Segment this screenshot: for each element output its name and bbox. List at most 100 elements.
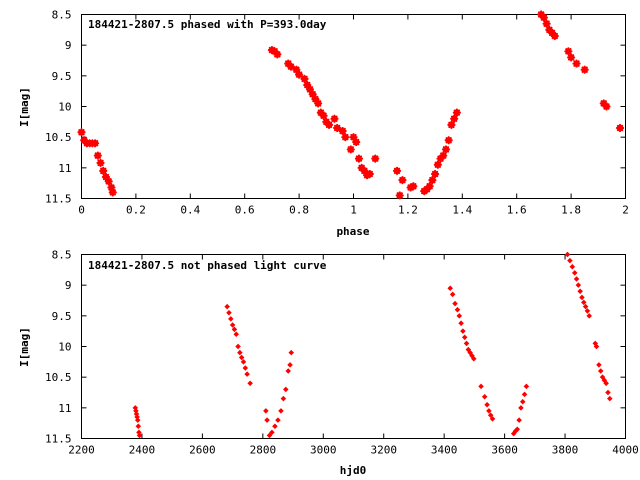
data-point	[264, 417, 270, 423]
y-tick-label: 9	[65, 279, 72, 292]
data-point	[516, 417, 522, 423]
data-point	[240, 359, 247, 365]
data-point	[452, 108, 461, 117]
data-point	[93, 151, 102, 160]
data-point	[136, 432, 143, 439]
x-tick-label: 4000	[612, 444, 639, 457]
data-point	[285, 368, 291, 374]
data-point	[99, 166, 108, 175]
y-tick-label: 11.5	[45, 433, 72, 446]
data-point	[311, 95, 320, 104]
data-point	[542, 19, 551, 28]
data-point	[605, 389, 611, 396]
data-point	[341, 133, 350, 142]
data-point	[521, 391, 528, 398]
plot-title: 184421-2807.5 phased with P=393.0day	[88, 18, 327, 31]
data-point	[266, 432, 273, 439]
x-tick-label: 3000	[310, 444, 337, 457]
data-point	[519, 398, 526, 405]
data-point	[352, 137, 361, 147]
data-point	[244, 371, 250, 377]
data-point	[599, 99, 608, 108]
data-point	[539, 13, 548, 22]
data-point	[586, 313, 592, 319]
axis-ticks: 0 0.2 0.4 0.6 0.8 1 1.2 1.4 1.6 1.8 2 8.5 9 9.5 10 10.5…	[45, 9, 629, 217]
data-point	[523, 383, 530, 390]
data-point	[134, 417, 141, 423]
x-tick-label: 0.4	[180, 204, 200, 217]
data-point	[450, 114, 459, 123]
data-point	[224, 303, 230, 310]
y-tick-label: 10	[58, 341, 71, 354]
data-point	[263, 408, 269, 414]
data-point	[571, 270, 578, 276]
data-point	[349, 133, 358, 142]
data-point	[545, 25, 554, 34]
data-point	[107, 183, 116, 192]
data-point	[284, 59, 293, 68]
x-tick-label: 2800	[250, 444, 277, 457]
y-tick-label: 8.5	[52, 249, 72, 262]
data-point	[550, 31, 559, 41]
data-point	[564, 47, 573, 56]
x-tick-label: 2200	[68, 444, 95, 457]
data-point	[486, 408, 492, 414]
data-point	[481, 394, 488, 400]
data-point	[228, 316, 234, 322]
y-tick-label: 11	[58, 402, 71, 415]
y-tick-label: 11.5	[45, 193, 72, 206]
data-point	[270, 47, 279, 56]
data-point	[409, 182, 418, 191]
data-point	[287, 362, 293, 368]
data-point	[346, 145, 355, 154]
data-point	[487, 412, 494, 418]
data-point	[452, 300, 458, 307]
x-tick-label: 1	[350, 204, 357, 217]
data-point	[607, 395, 613, 402]
data-point	[272, 423, 278, 429]
axis-ticks: 2200 2400 2600 2800 3000 3200 3400 3600 3800 4000…	[45, 249, 639, 457]
x-tick-label: 0	[78, 204, 85, 217]
data-point	[357, 163, 366, 172]
data-point	[283, 386, 289, 393]
data-point	[104, 177, 113, 186]
data-point	[237, 349, 243, 356]
data-point	[518, 405, 524, 411]
data-point	[108, 188, 117, 197]
x-tick-label: 3200	[370, 444, 397, 457]
data-point	[314, 99, 323, 108]
x-tick-label: 3800	[552, 444, 579, 457]
data-point	[580, 65, 589, 74]
data-point	[615, 123, 625, 133]
data-point	[572, 59, 581, 68]
data-point	[392, 166, 402, 175]
data-point	[547, 28, 557, 37]
data-point	[280, 395, 287, 402]
data-point	[247, 380, 253, 387]
data-point	[441, 145, 451, 154]
data-point	[444, 136, 453, 145]
plot-title: 184421-2807.5 not phased light curve	[88, 259, 327, 272]
data-point	[425, 182, 434, 191]
data-point	[581, 299, 587, 306]
data-point	[300, 74, 309, 83]
data-point	[275, 417, 281, 423]
data-point	[484, 402, 490, 408]
data-point	[456, 313, 463, 319]
data-point	[439, 151, 448, 160]
x-tick-label: 2400	[129, 444, 156, 457]
data-point	[596, 362, 602, 368]
x-tick-label: 0.8	[289, 204, 309, 217]
data-point	[238, 354, 245, 361]
data-point	[489, 416, 496, 422]
data-point	[96, 158, 105, 168]
y-axis-label: I[mag]	[18, 87, 31, 127]
data-point	[322, 117, 331, 126]
data-point	[235, 343, 241, 350]
data-point	[577, 288, 583, 295]
data-point	[603, 380, 609, 387]
unphased-light-curve-panel: 184421-2807.5 not phased light curve hjd…	[18, 249, 639, 478]
data-point	[354, 154, 364, 163]
data-point	[319, 111, 328, 120]
